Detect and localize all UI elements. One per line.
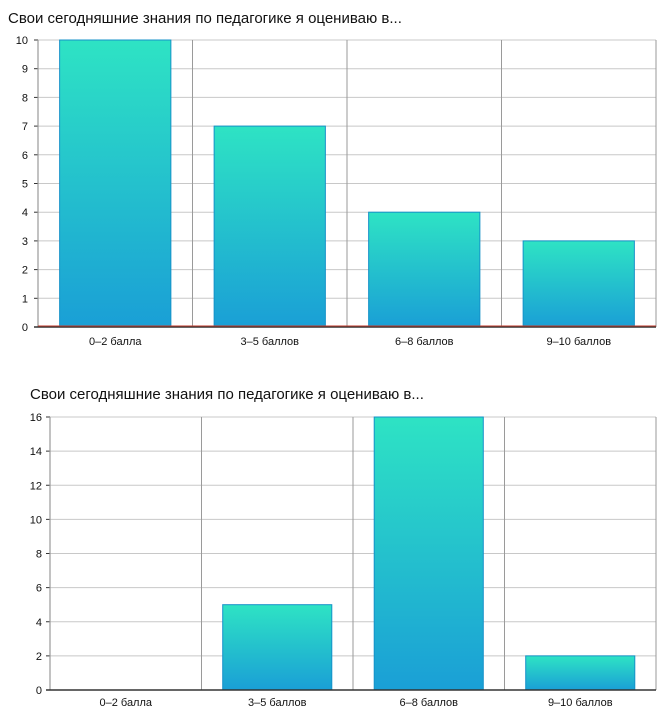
x-category-label: 6–8 баллов (400, 697, 459, 709)
y-tick-label: 7 (22, 121, 28, 133)
y-tick-label: 3 (22, 236, 28, 248)
chart-2-plot: 0 2 4 6 8 10 12 14 16 0–2 балла 3–5 баллов 6–8 балл… (30, 412, 657, 709)
y-tick-label: 9 (22, 64, 28, 76)
bar (368, 211, 481, 328)
y-tick-label: 2 (22, 265, 28, 277)
x-category-label: 0–2 балла (89, 336, 142, 348)
y-tick-label: 4 (36, 617, 42, 629)
y-tick-label: 2 (36, 651, 42, 663)
y-tick-label: 10 (30, 514, 42, 526)
bar (525, 655, 636, 691)
x-category-label: 6–8 баллов (395, 336, 454, 348)
y-tick-label: 8 (36, 549, 42, 561)
y-tick-label: 12 (30, 480, 42, 492)
y-tick-label: 0 (36, 685, 42, 697)
bar (522, 240, 635, 328)
y-tick-label: 4 (22, 207, 28, 219)
chart-title: Свои сегодняшние знания по педагогике я … (30, 386, 424, 403)
bar (213, 125, 326, 328)
y-tick-label: 1 (22, 293, 28, 305)
bar (373, 416, 484, 691)
y-tick-label: 14 (30, 446, 42, 458)
y-tick-label: 0 (22, 322, 28, 334)
y-tick-label: 5 (22, 179, 28, 191)
chart-2: Свои сегодняшние знания по педагогике я … (0, 380, 660, 710)
y-tick-label: 8 (22, 92, 28, 104)
chart-1-plot: 0 1 2 3 4 5 6 7 8 9 10 0–2 балла 3–5 баллов 6–8 балло… (16, 35, 657, 348)
x-category-label: 0–2 балла (99, 697, 152, 709)
y-tick-label: 16 (30, 412, 42, 424)
x-category-label: 9–10 баллов (546, 336, 611, 348)
y-tick-label: 6 (22, 150, 28, 162)
chart-1: Свои сегодняшние знания по педагогике я … (8, 10, 657, 348)
bar (222, 604, 333, 691)
y-tick-label: 6 (36, 583, 42, 595)
x-category-label: 3–5 баллов (241, 336, 300, 348)
chart-title: Свои сегодняшние знания по педагогике я … (8, 10, 402, 27)
x-category-label: 3–5 баллов (248, 697, 307, 709)
x-category-label: 9–10 баллов (548, 697, 613, 709)
y-tick-label: 10 (16, 35, 28, 47)
bar (59, 39, 172, 328)
